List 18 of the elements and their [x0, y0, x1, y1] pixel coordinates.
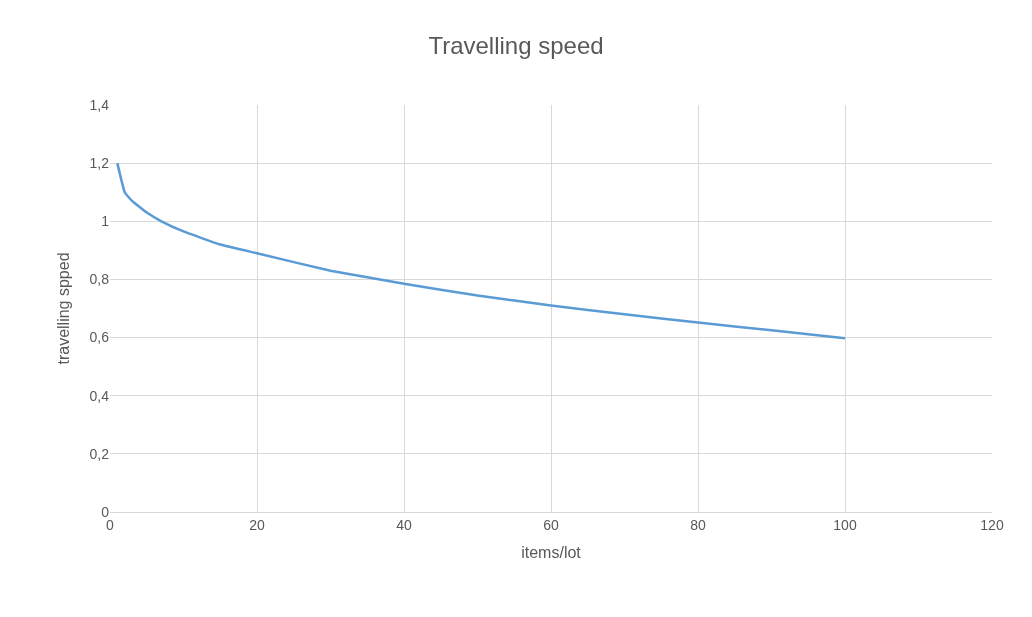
y-tick-label: 0,2: [89, 445, 110, 462]
y-tick-label: 1: [101, 213, 110, 230]
x-tick-label: 80: [690, 516, 706, 533]
y-tick-label: 1,2: [89, 155, 110, 172]
y-tick-label: 0,8: [89, 271, 110, 288]
x-axis-title: items/lot: [521, 544, 582, 562]
x-tick-label: 60: [543, 516, 559, 533]
y-tick-label: 0,4: [89, 387, 110, 404]
y-tick-label: 0: [101, 503, 110, 520]
x-tick-label: 100: [833, 516, 857, 533]
y-axis-title: travelling spped: [55, 252, 73, 365]
y-tick-label: 1,4: [89, 96, 110, 113]
chart-title: Travelling speed: [428, 31, 604, 59]
line-series: [116, 161, 847, 340]
y-tick-label: 0,6: [89, 329, 110, 346]
x-tick-label: 120: [980, 516, 1004, 533]
x-tick-label: 40: [396, 516, 412, 533]
x-tick-label: 20: [249, 516, 265, 533]
